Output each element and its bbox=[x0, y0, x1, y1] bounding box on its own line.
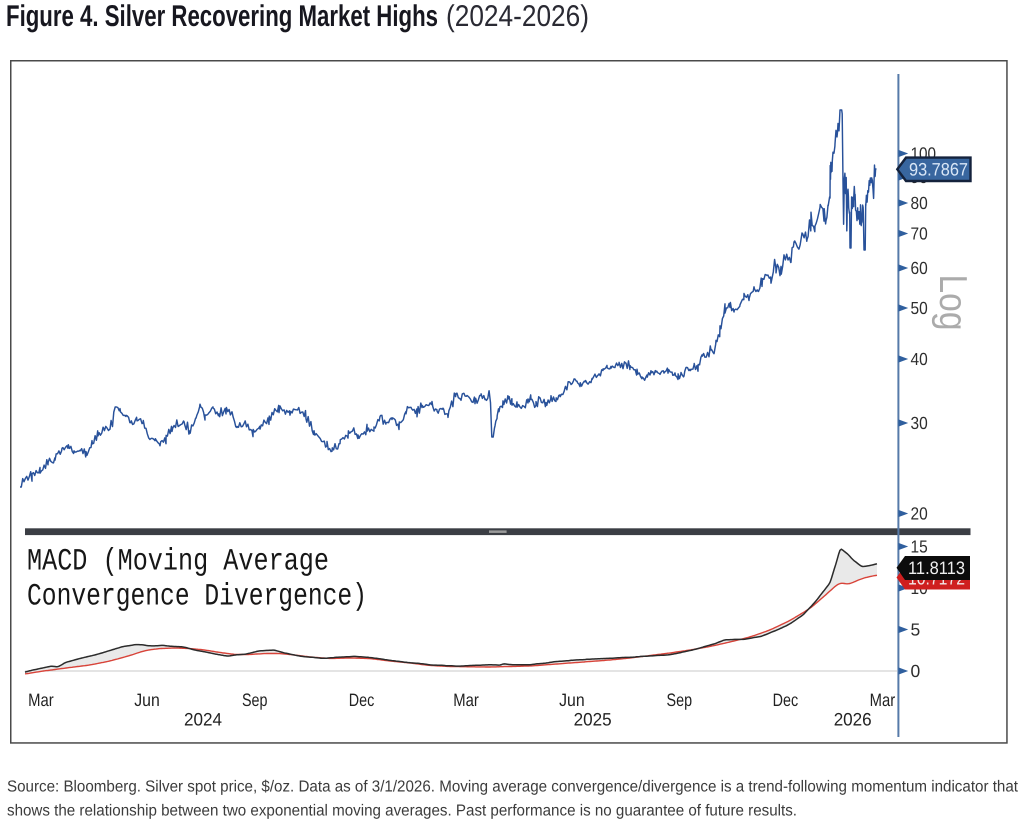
svg-text:(2024-2026): (2024-2026) bbox=[446, 0, 589, 33]
svg-text:Source: Bloomberg. Silver spot: Source: Bloomberg. Silver spot price, $/… bbox=[7, 779, 1019, 796]
svg-text:2026: 2026 bbox=[834, 710, 872, 730]
svg-text:80: 80 bbox=[911, 193, 928, 213]
svg-text:Mar: Mar bbox=[28, 690, 54, 710]
svg-text:40: 40 bbox=[911, 349, 928, 369]
svg-text:2025: 2025 bbox=[574, 710, 612, 730]
svg-text:Jun: Jun bbox=[559, 690, 585, 710]
svg-text:11.8113: 11.8113 bbox=[908, 558, 965, 578]
svg-text:60: 60 bbox=[911, 258, 928, 278]
svg-text:15: 15 bbox=[911, 537, 928, 557]
svg-text:Mar: Mar bbox=[453, 690, 479, 710]
svg-text:70: 70 bbox=[911, 224, 928, 244]
svg-text:Mar: Mar bbox=[870, 690, 896, 710]
svg-text:Jun: Jun bbox=[134, 690, 160, 710]
svg-text:50: 50 bbox=[911, 298, 928, 318]
svg-text:20: 20 bbox=[911, 504, 928, 524]
svg-text:Convergence Divergence): Convergence Divergence) bbox=[27, 580, 367, 615]
svg-text:Figure 4. Silver Recovering Ma: Figure 4. Silver Recovering Market Highs bbox=[6, 0, 438, 33]
svg-text:Sep: Sep bbox=[667, 690, 693, 710]
svg-text:0: 0 bbox=[911, 661, 921, 681]
svg-text:Dec: Dec bbox=[773, 690, 799, 710]
svg-text:Log: Log bbox=[931, 275, 974, 331]
svg-text:MACD (Moving Average: MACD (Moving Average bbox=[27, 545, 329, 580]
svg-text:5: 5 bbox=[911, 620, 921, 640]
svg-text:30: 30 bbox=[911, 413, 928, 433]
svg-text:93.7867: 93.7867 bbox=[909, 160, 968, 180]
svg-text:Dec: Dec bbox=[349, 690, 375, 710]
svg-text:Sep: Sep bbox=[242, 690, 268, 710]
svg-text:2024: 2024 bbox=[184, 710, 222, 730]
svg-text:shows the relationship between: shows the relationship between two expon… bbox=[7, 803, 797, 820]
